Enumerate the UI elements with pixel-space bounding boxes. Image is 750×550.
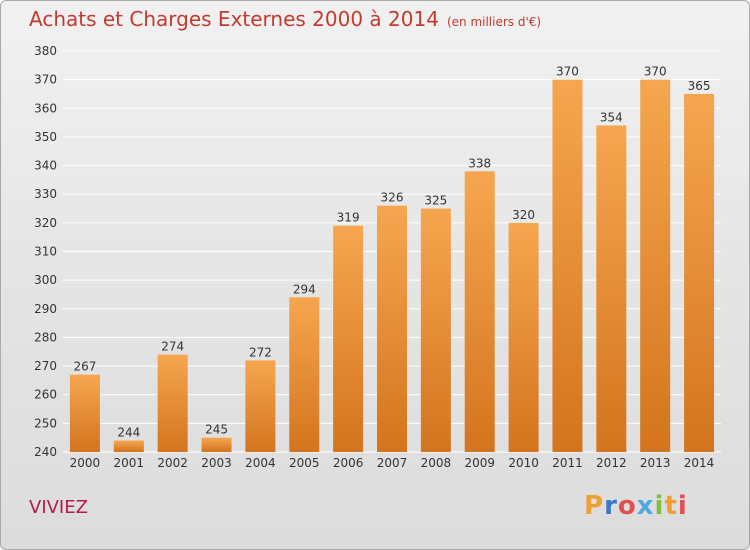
y-tick-label: 250 — [34, 416, 57, 430]
value-label: 267 — [73, 360, 96, 374]
y-tick-label: 320 — [34, 216, 57, 230]
x-tick-label: 2010 — [508, 456, 539, 470]
bar-2006 — [333, 225, 364, 452]
value-label: 245 — [205, 423, 228, 437]
value-label: 319 — [337, 211, 360, 225]
x-tick-label: 2004 — [245, 456, 276, 470]
x-tick-label: 2001 — [114, 456, 145, 470]
y-tick-label: 340 — [34, 159, 57, 173]
y-tick-label: 260 — [34, 388, 57, 402]
logo-letter: t — [664, 491, 678, 521]
logo-letter: i — [654, 491, 665, 521]
chart-subtitle: (en milliers d'€) — [446, 15, 542, 29]
x-axis: 2000 2001 2002 2003 2004 2005 2006 2007 2008 2009… — [70, 456, 715, 470]
bars: 267 244 274 245 272 294 319 326 325 338 320 370 354 3… — [69, 65, 715, 453]
x-tick-label: 2012 — [596, 456, 627, 470]
value-label: 354 — [600, 110, 623, 124]
value-label: 272 — [249, 345, 272, 359]
y-tick-label: 300 — [34, 273, 57, 287]
x-tick-label: 2011 — [552, 456, 583, 470]
bar-2001 — [113, 440, 144, 452]
bar-2009 — [464, 171, 495, 453]
value-label: 244 — [117, 426, 140, 440]
logo-letter: P — [584, 491, 605, 521]
commune-name: VIVIEZ — [29, 497, 88, 518]
y-tick-label: 360 — [34, 101, 57, 115]
y-axis: 240 250 260 270 280 290 300 310 320 330 340 350 360 3… — [34, 44, 57, 459]
bar-2000 — [69, 374, 100, 452]
logo-letter: o — [617, 491, 637, 521]
x-tick-label: 2002 — [157, 456, 188, 470]
bar-2012 — [596, 125, 627, 452]
x-tick-label: 2013 — [640, 456, 671, 470]
value-label: 338 — [468, 156, 491, 170]
value-label: 325 — [424, 194, 447, 208]
bar-2004 — [245, 360, 276, 452]
value-label: 370 — [556, 65, 579, 79]
x-tick-label: 2014 — [684, 456, 715, 470]
logo-letter: i — [677, 491, 688, 521]
x-tick-label: 2003 — [201, 456, 232, 470]
chart-title-text: Achats et Charges Externes 2000 à 2014 — [29, 7, 439, 31]
chart-title: Achats et Charges Externes 2000 à 2014 (e… — [29, 7, 541, 31]
bar-2003 — [201, 437, 232, 452]
value-label: 320 — [512, 208, 535, 222]
bar-2010 — [508, 222, 539, 452]
value-label: 294 — [293, 282, 316, 296]
bar-2014 — [684, 93, 715, 452]
y-tick-label: 270 — [34, 359, 57, 373]
bar-2007 — [377, 205, 407, 452]
value-label: 274 — [161, 340, 184, 354]
y-tick-label: 310 — [34, 245, 57, 259]
y-tick-label: 370 — [34, 73, 57, 87]
x-tick-label: 2007 — [377, 456, 408, 470]
y-tick-label: 330 — [34, 187, 57, 201]
y-tick-label: 280 — [34, 330, 57, 344]
x-tick-label: 2008 — [421, 456, 452, 470]
bar-2002 — [157, 354, 188, 452]
x-tick-label: 2000 — [70, 456, 101, 470]
logo-letter: r — [604, 491, 618, 521]
y-tick-label: 290 — [34, 302, 57, 316]
proxiti-logo[interactable]: Proxiti — [584, 491, 688, 521]
y-tick-label: 380 — [34, 44, 57, 58]
bar-2008 — [420, 208, 451, 452]
logo-letter: x — [636, 491, 655, 521]
x-tick-label: 2005 — [289, 456, 320, 470]
x-tick-label: 2009 — [464, 456, 495, 470]
value-label: 370 — [644, 65, 667, 79]
y-tick-label: 350 — [34, 130, 57, 144]
bar-2005 — [289, 297, 320, 452]
x-tick-label: 2006 — [333, 456, 364, 470]
value-label: 326 — [381, 191, 404, 205]
bar-2011 — [552, 79, 583, 453]
y-tick-label: 240 — [34, 445, 57, 459]
value-label: 365 — [688, 79, 711, 93]
bar-2013 — [640, 79, 671, 453]
